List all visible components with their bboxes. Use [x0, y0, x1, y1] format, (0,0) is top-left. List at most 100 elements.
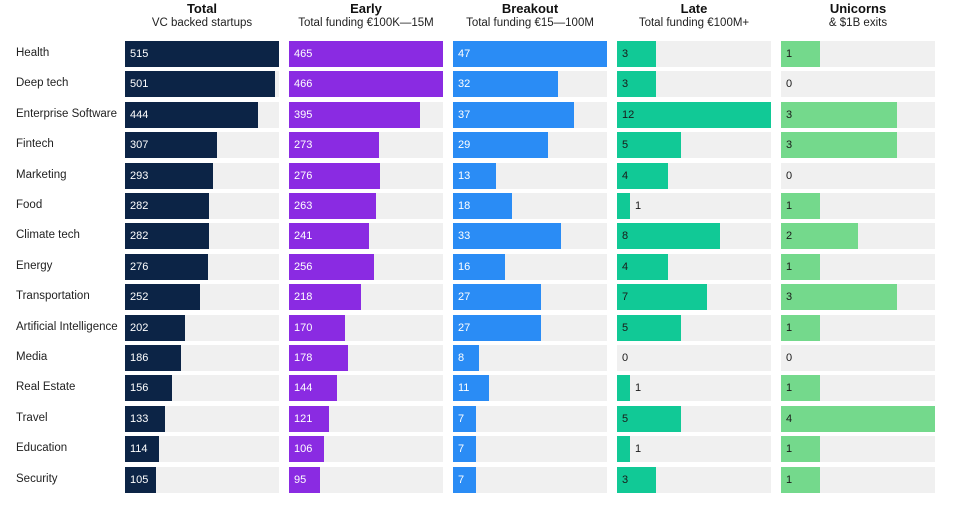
bar-track — [617, 345, 771, 371]
value-label: 282 — [130, 200, 149, 212]
bar — [617, 41, 656, 67]
value-label: 3 — [786, 109, 793, 121]
value-label: 5 — [622, 139, 629, 151]
value-label: 3 — [786, 139, 793, 151]
category-label: Climate tech — [16, 229, 80, 241]
category-label: Transportation — [16, 290, 90, 302]
category-label: Education — [16, 442, 68, 454]
bar — [125, 71, 275, 97]
bar — [781, 102, 897, 128]
bar — [125, 315, 185, 341]
value-label: 1 — [635, 382, 642, 394]
value-label: 8 — [458, 352, 465, 364]
category-label: Energy — [16, 260, 53, 272]
bar — [781, 41, 820, 67]
bar — [617, 223, 720, 249]
value-label: 5 — [622, 413, 629, 425]
bar — [453, 406, 476, 432]
value-label: 8 — [622, 230, 629, 242]
bar-track — [617, 375, 771, 401]
bar — [125, 436, 159, 462]
bar — [617, 102, 771, 128]
value-label: 95 — [294, 474, 307, 486]
bar — [453, 41, 607, 67]
value-label: 178 — [294, 352, 313, 364]
bar — [453, 436, 476, 462]
bar — [781, 467, 820, 493]
column-subtitle: & $1B exits — [828, 16, 888, 29]
bar — [617, 406, 681, 432]
bar — [453, 71, 558, 97]
value-label: 273 — [294, 139, 313, 151]
category-label: Media — [16, 351, 48, 363]
column-subtitle: Total funding €100K—15M — [298, 16, 434, 29]
value-label: 1 — [786, 200, 793, 212]
bar — [289, 193, 376, 219]
value-label: 114 — [130, 443, 148, 455]
value-label: 0 — [622, 352, 629, 364]
bar — [289, 284, 361, 310]
value-label: 13 — [458, 170, 471, 182]
value-label: 7 — [622, 291, 629, 303]
value-label: 11 — [458, 382, 470, 394]
value-label: 276 — [294, 170, 313, 182]
column-title: Total — [186, 1, 218, 16]
bar — [125, 132, 217, 158]
value-label: 501 — [130, 78, 149, 90]
bar — [125, 284, 200, 310]
bar — [781, 223, 858, 249]
value-label: 105 — [130, 474, 149, 486]
bar — [617, 436, 630, 462]
value-label: 121 — [294, 413, 313, 425]
bar-track — [781, 163, 935, 189]
bar — [453, 284, 541, 310]
bar — [781, 436, 820, 462]
value-label: 27 — [458, 291, 471, 303]
bar — [781, 406, 935, 432]
bar — [617, 254, 668, 280]
bar — [289, 71, 443, 97]
category-label: Real Estate — [16, 381, 76, 393]
category-label: Travel — [16, 412, 48, 424]
bar — [617, 375, 630, 401]
column-title: Unicorns — [829, 1, 887, 16]
bar — [781, 284, 897, 310]
bar — [125, 102, 258, 128]
bar — [781, 193, 820, 219]
value-label: 3 — [786, 291, 793, 303]
bar — [125, 163, 213, 189]
value-label: 3 — [622, 474, 629, 486]
value-label: 218 — [294, 291, 313, 303]
value-label: 27 — [458, 322, 471, 334]
bar — [289, 436, 324, 462]
bar — [617, 315, 681, 341]
category-label: Artificial Intelligence — [16, 321, 118, 333]
bar — [289, 467, 320, 493]
value-label: 12 — [622, 109, 635, 121]
value-label: 395 — [294, 109, 313, 121]
column-subtitle: VC backed startups — [151, 16, 253, 29]
category-label: Security — [16, 473, 58, 485]
value-label: 515 — [130, 48, 149, 60]
value-label: 5 — [622, 322, 629, 334]
value-label: 465 — [294, 48, 313, 60]
bar — [453, 375, 489, 401]
value-label: 37 — [458, 109, 471, 121]
value-label: 263 — [294, 200, 313, 212]
column-title: Late — [680, 1, 708, 16]
bar — [289, 254, 374, 280]
value-label: 241 — [294, 230, 313, 242]
value-label: 186 — [130, 352, 149, 364]
value-label: 16 — [458, 261, 471, 273]
bar-track — [781, 71, 935, 97]
bar — [289, 163, 380, 189]
bar — [289, 315, 345, 341]
value-label: 1 — [635, 200, 642, 212]
category-label: Food — [16, 199, 43, 211]
column-title: Breakout — [501, 1, 559, 16]
bar — [617, 193, 630, 219]
bar — [453, 254, 505, 280]
bar — [289, 406, 329, 432]
bar — [453, 132, 548, 158]
bar — [617, 132, 681, 158]
